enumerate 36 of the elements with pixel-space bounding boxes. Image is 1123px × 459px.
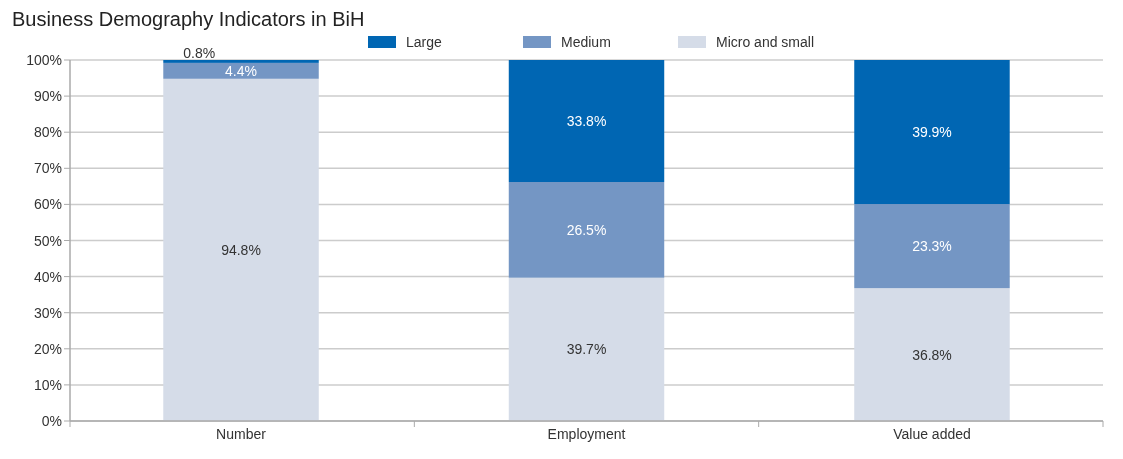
bar — [854, 288, 1010, 421]
bar — [508, 277, 665, 421]
data-label: 23.3% — [912, 238, 952, 255]
bar — [854, 204, 1010, 289]
bar — [854, 60, 1010, 205]
x-tick-label: Employment — [547, 426, 626, 442]
legend-label: Medium — [561, 34, 611, 50]
data-label: 36.8% — [912, 346, 952, 363]
legend-label: Micro and small — [716, 34, 815, 50]
bar — [508, 182, 665, 278]
y-tick-label: 60% — [33, 196, 62, 213]
chart-title: Business Demography Indicators in BiH — [12, 8, 365, 30]
bar — [508, 60, 665, 183]
bar — [163, 78, 319, 421]
legend-label: Large — [406, 34, 443, 50]
y-tick-label: 100% — [26, 52, 62, 68]
y-tick-label: 50% — [33, 232, 62, 249]
data-label: 39.7% — [566, 341, 607, 358]
data-label: 4.4% — [225, 62, 257, 79]
data-label: 94.8% — [221, 241, 261, 258]
y-tick-label: 0% — [41, 413, 62, 429]
y-tick-label: 10% — [33, 376, 62, 393]
bar — [163, 62, 319, 79]
y-tick-label: 90% — [33, 88, 62, 105]
data-label: 26.5% — [566, 221, 607, 238]
x-tick-label: Number — [216, 426, 267, 442]
data-label: 33.8% — [566, 113, 607, 130]
data-label: 39.9% — [912, 124, 952, 141]
data-label: 0.8% — [183, 45, 216, 61]
x-tick-label: Value added — [893, 426, 971, 442]
y-tick-label: 70% — [33, 160, 62, 177]
y-tick-label: 40% — [33, 268, 62, 285]
bar — [163, 60, 319, 63]
y-tick-label: 20% — [33, 340, 62, 357]
y-tick-label: 80% — [33, 124, 62, 141]
y-tick-label: 30% — [33, 304, 62, 321]
